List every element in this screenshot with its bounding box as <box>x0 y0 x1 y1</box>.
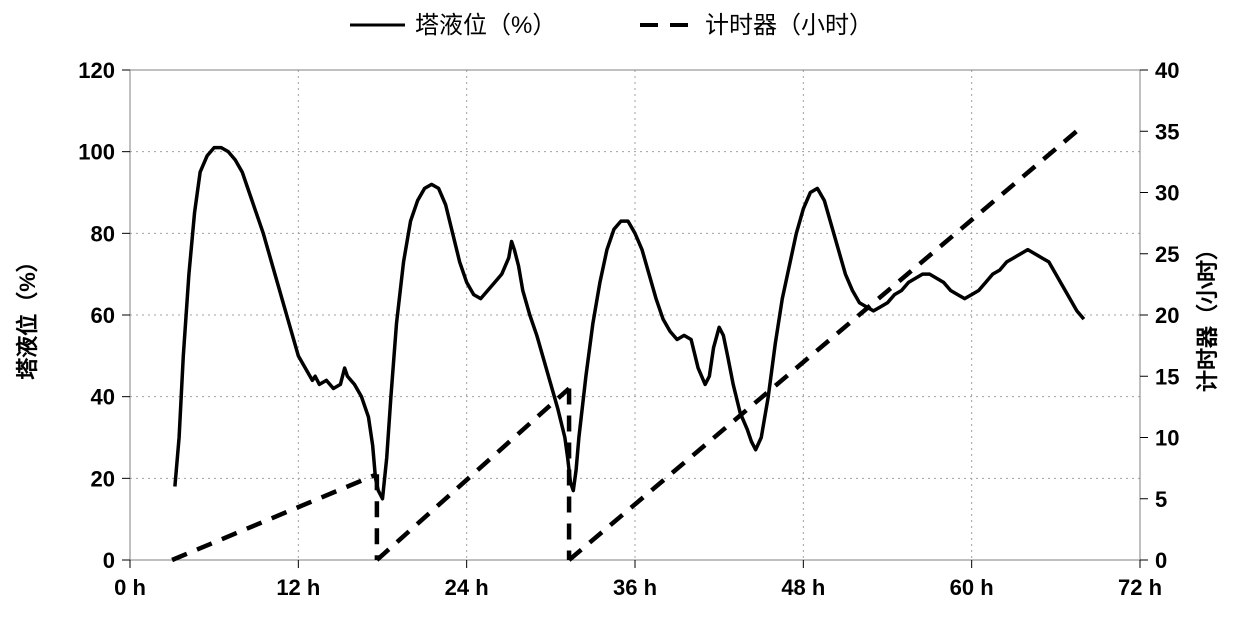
y-left-tick-label: 40 <box>91 385 115 410</box>
x-tick-label: 12 h <box>276 575 320 600</box>
x-tick-label: 48 h <box>781 575 825 600</box>
y-right-tick-label: 40 <box>1155 58 1179 83</box>
x-tick-label: 24 h <box>445 575 489 600</box>
y-right-tick-label: 5 <box>1155 487 1167 512</box>
y-left-tick-label: 20 <box>91 466 115 491</box>
chart-container: 0 h12 h24 h36 h48 h60 h72 h0204060801001… <box>0 0 1240 644</box>
y-right-axis-label: 计时器（小时） <box>1195 238 1220 392</box>
y-left-tick-label: 80 <box>91 221 115 246</box>
y-right-tick-label: 20 <box>1155 303 1179 328</box>
y-right-tick-label: 35 <box>1155 119 1179 144</box>
y-left-axis-label: 塔液位（%） <box>15 250 40 380</box>
y-left-tick-label: 60 <box>91 303 115 328</box>
y-left-tick-label: 120 <box>78 58 115 83</box>
y-right-tick-label: 25 <box>1155 242 1179 267</box>
x-tick-label: 60 h <box>950 575 994 600</box>
y-left-tick-label: 0 <box>103 548 115 573</box>
y-left-tick-label: 100 <box>78 140 115 165</box>
chart-svg: 0 h12 h24 h36 h48 h60 h72 h0204060801001… <box>0 0 1240 644</box>
y-right-tick-label: 30 <box>1155 181 1179 206</box>
y-right-tick-label: 15 <box>1155 364 1179 389</box>
y-right-tick-label: 10 <box>1155 426 1179 451</box>
legend-label: 塔液位（%） <box>415 12 556 39</box>
legend-label: 计时器（小时） <box>705 12 873 39</box>
x-tick-label: 72 h <box>1118 575 1162 600</box>
x-tick-label: 0 h <box>114 575 146 600</box>
x-tick-label: 36 h <box>613 575 657 600</box>
y-right-tick-label: 0 <box>1155 548 1167 573</box>
